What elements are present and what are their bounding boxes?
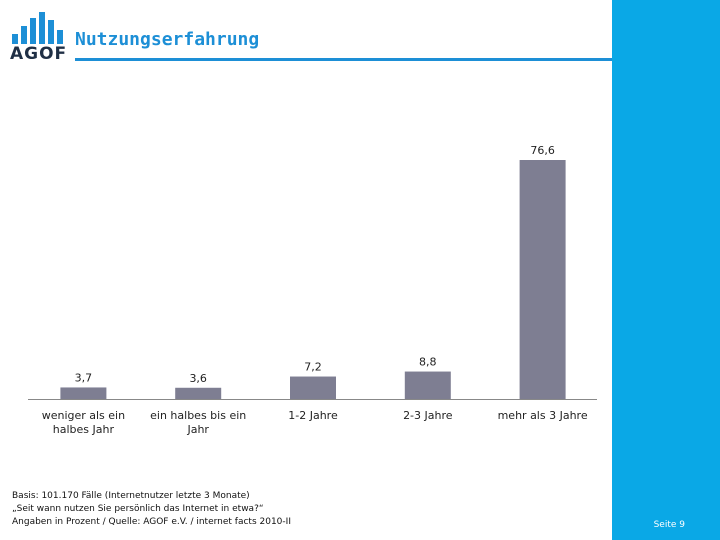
page-title: Nutzungserfahrung [75, 29, 260, 50]
value-label-3: 8,8 [419, 356, 437, 369]
page-number: Seite 9 [653, 520, 685, 530]
logo-bars-icon [12, 12, 68, 44]
title-divider [75, 58, 612, 61]
footnotes: Basis: 101.170 Fälle (Internetnutzer let… [12, 490, 291, 529]
footnote-base: Basis: 101.170 Fälle (Internetnutzer let… [12, 491, 250, 501]
side-strip: Seite 9 [612, 0, 720, 540]
bar-chart: 3,7 weniger als ein halbes Jahr 3,6 ein halb… [28, 144, 597, 436]
value-label-4: 76,6 [530, 144, 555, 157]
footnote-source: Angaben in Prozent / Quelle: AGOF e.V. /… [12, 517, 291, 527]
category-label-4: mehr als 3 Jahre [498, 409, 588, 422]
bar-0 [60, 387, 107, 399]
value-label-0: 3,7 [75, 371, 93, 384]
value-label-2: 7,2 [304, 361, 322, 374]
category-label-2: 1-2 Jahre [288, 409, 338, 422]
category-label-0: weniger als ein halbes Jahr [42, 409, 125, 436]
category-label-1: ein halbes bis ein Jahr [150, 409, 246, 436]
bar-1 [175, 387, 222, 399]
bar-3 [404, 371, 451, 399]
bar-2 [290, 376, 336, 399]
footnote-question: „Seit wann nutzen Sie persönlich das Int… [12, 504, 264, 514]
logo-text: AGOF [10, 44, 68, 64]
agof-logo: AGOF [10, 12, 70, 64]
bar-4 [519, 160, 566, 399]
category-label-3: 2-3 Jahre [403, 409, 453, 422]
value-label-1: 3,6 [189, 372, 207, 385]
